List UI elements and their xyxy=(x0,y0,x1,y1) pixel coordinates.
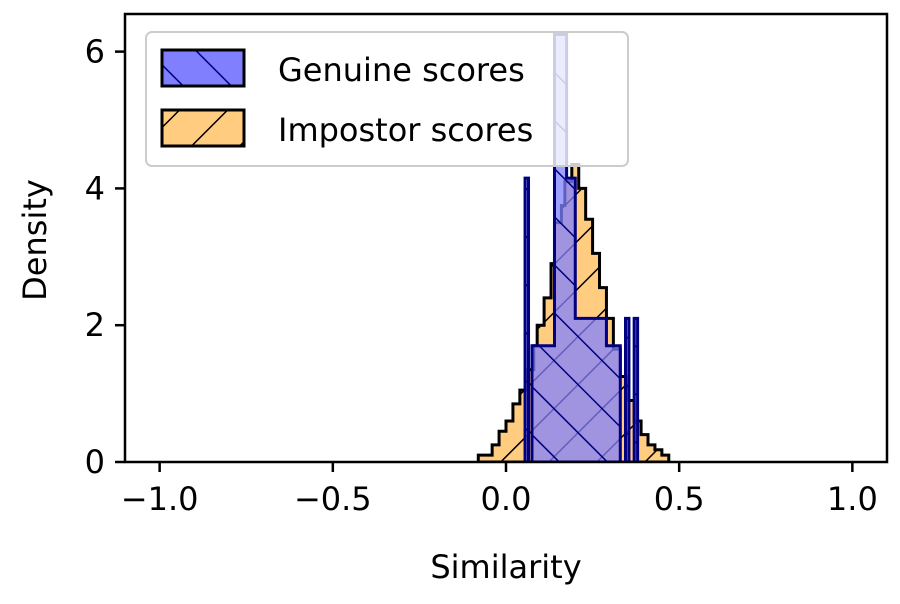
x-tick-label: 0.0 xyxy=(481,480,532,518)
y-tick-label: 2 xyxy=(85,306,105,344)
legend-label-genuine: Genuine scores xyxy=(278,51,525,89)
y-axis-label: Density xyxy=(16,179,54,301)
series-genuine-scores xyxy=(523,33,640,462)
series-outline-impostor-scores xyxy=(476,162,671,462)
x-tick-label: 0.5 xyxy=(654,480,705,518)
x-tick-label: 1.0 xyxy=(827,480,878,518)
x-axis-label: Similarity xyxy=(430,548,581,586)
series-hatch-genuine-scores xyxy=(525,34,638,462)
x-tick-label: −0.5 xyxy=(294,480,372,518)
x-tick-label: −1.0 xyxy=(121,480,199,518)
y-axis: 0 2 4 6 xyxy=(85,33,125,481)
legend-hatch-impostor xyxy=(160,108,246,148)
y-tick-label: 6 xyxy=(85,33,105,71)
legend-label-impostor: Impostor scores xyxy=(278,111,533,149)
y-tick-label: 0 xyxy=(85,443,105,481)
series-outline-genuine-scores xyxy=(523,33,640,462)
legend-box xyxy=(145,31,629,167)
x-axis: −1.0 −0.5 0.0 0.5 1.0 xyxy=(121,462,878,518)
legend-hatch-genuine xyxy=(160,48,246,88)
legend: Genuine scores Impostor scores xyxy=(145,31,629,167)
y-tick-label: 4 xyxy=(85,169,105,207)
plot-area xyxy=(476,33,671,462)
